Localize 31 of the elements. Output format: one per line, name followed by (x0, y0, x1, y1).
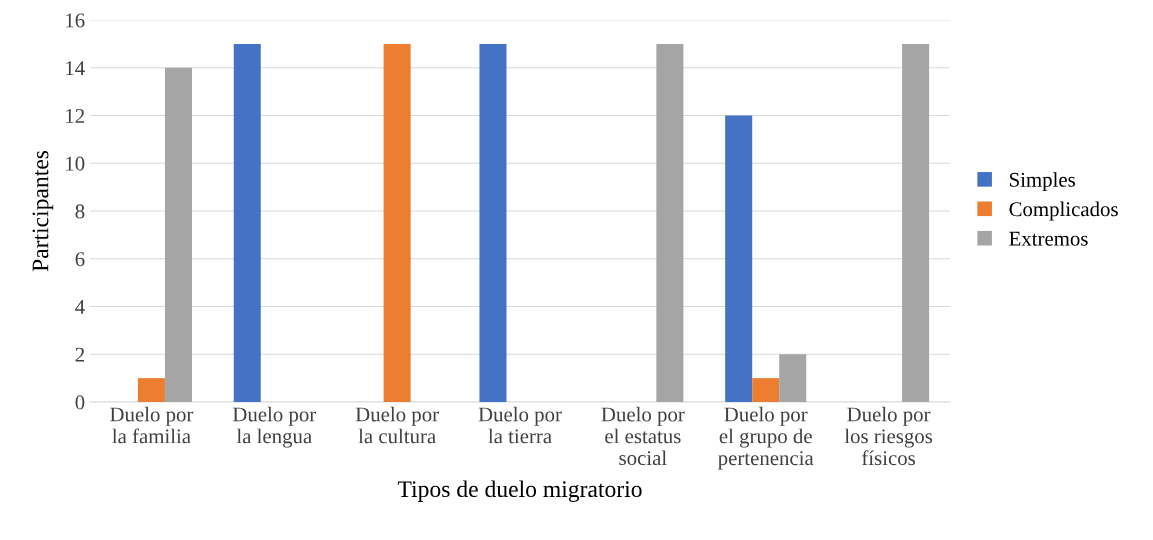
y-tick-label: 2 (75, 347, 84, 362)
y-tick-label: 4 (75, 300, 85, 314)
bar (479, 43, 507, 402)
legend-label: Extremos (1009, 231, 1088, 246)
bar (902, 43, 930, 402)
y-tick-label: 10 (66, 156, 85, 171)
bar (752, 378, 780, 402)
y-axis-title: Participantes (32, 150, 54, 272)
bar (725, 115, 753, 402)
bar (233, 43, 261, 402)
legend-label: Simples (1009, 172, 1075, 192)
y-tick-label: 6 (75, 252, 85, 267)
bar (164, 67, 192, 402)
y-tick-label: 0 (75, 395, 85, 410)
x-tick-label: Duelo por la tierra (478, 406, 562, 444)
y-tick-label: 8 (75, 204, 85, 219)
x-tick-label: Duelo por el grupo de pertenencia (718, 406, 814, 470)
bar (656, 43, 684, 402)
x-tick-label: Duelo por el estatus social (601, 406, 685, 466)
bar (779, 354, 807, 402)
y-tick-label: 14 (66, 61, 85, 75)
bar (383, 43, 411, 402)
x-axis-title: Tipos de duelo migratorio (397, 480, 642, 502)
y-tick-label: 12 (66, 108, 84, 123)
x-tick-label: Duelo por la cultura (355, 406, 439, 444)
x-tick-label: Duelo por los riesgos físicos (844, 406, 933, 466)
x-tick-label: Duelo por la lengua (232, 406, 317, 448)
y-tick-label: 16 (66, 13, 85, 28)
bar (137, 378, 165, 402)
x-tick-label: Duelo por la familia (110, 406, 194, 444)
legend-label: Complicados (1009, 201, 1118, 221)
